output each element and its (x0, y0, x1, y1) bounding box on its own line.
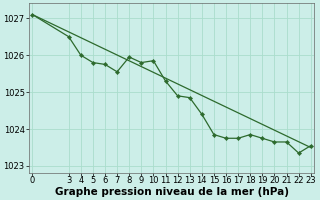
X-axis label: Graphe pression niveau de la mer (hPa): Graphe pression niveau de la mer (hPa) (55, 187, 289, 197)
